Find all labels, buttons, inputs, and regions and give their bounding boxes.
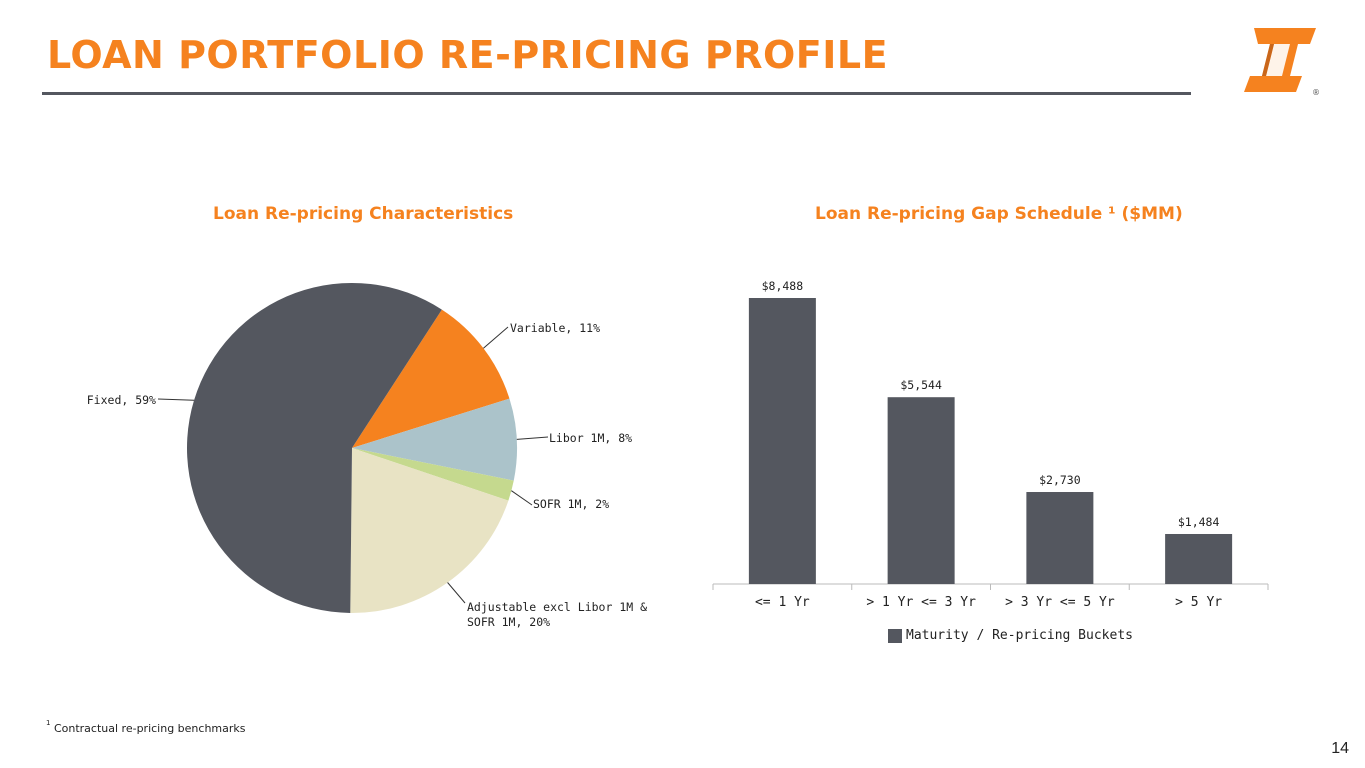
x-tick-label: > 1 Yr <= 3 Yr (866, 595, 976, 610)
bar (887, 397, 955, 584)
bar-data-label: $8,488 (762, 279, 804, 293)
x-tick-label: <= 1 Yr (755, 595, 810, 610)
title-divider (42, 92, 1191, 95)
bar-data-label: $5,544 (900, 378, 942, 392)
registered-mark: ® (1312, 88, 1320, 97)
pie-leader-line (511, 490, 533, 506)
pie-slice-fixed (187, 283, 442, 613)
bar (1026, 492, 1094, 584)
bar-chart-title: Loan Re-pricing Gap Schedule ¹ ($MM) (815, 204, 1183, 224)
bar-data-label: $1,484 (1178, 515, 1220, 529)
bar (748, 298, 816, 584)
x-tick-label: > 3 Yr <= 5 Yr (1005, 595, 1115, 610)
pie-slice-libor-1m (352, 398, 517, 481)
bar-legend: Maturity / Re-pricing Buckets (888, 628, 1133, 643)
pie-leader-line (483, 326, 509, 349)
pie-leader-line (516, 436, 549, 440)
pie-leader-line (157, 398, 195, 401)
pie-slice-sofr-1m (352, 448, 514, 501)
pie-leader-line (447, 582, 466, 604)
bar-data-label: $2,730 (1039, 473, 1081, 487)
pie-data-label: Fixed, 59% (87, 393, 156, 407)
pie-slice-adjustable-excl-libor-1m-sofr-1m (350, 448, 509, 614)
slide-title: LOAN PORTFOLIO RE-PRICING PROFILE (47, 33, 889, 77)
footnote: 1 Contractual re-pricing benchmarks (46, 719, 246, 735)
legend-swatch (888, 628, 902, 643)
bar (1165, 533, 1233, 584)
pie-data-label: Libor 1M, 8% (549, 431, 632, 445)
footnote-text: Contractual re-pricing benchmarks (53, 722, 246, 735)
pie-data-label: SOFR 1M, 2% (533, 497, 609, 511)
pie-slice-variable (352, 309, 510, 448)
x-tick-label: > 5 Yr (1175, 595, 1222, 610)
footnote-marker: 1 (46, 719, 51, 727)
page-number: 14 (1331, 740, 1349, 757)
pie-chart-title: Loan Re-pricing Characteristics (213, 204, 514, 224)
first-interstate-logo-icon: ® (1244, 28, 1320, 97)
legend-label: Maturity / Re-pricing Buckets (906, 628, 1133, 643)
pie-data-label: Variable, 11% (510, 321, 600, 335)
pie-data-label: Adjustable excl Libor 1M & SOFR 1M, 20% (467, 600, 647, 629)
